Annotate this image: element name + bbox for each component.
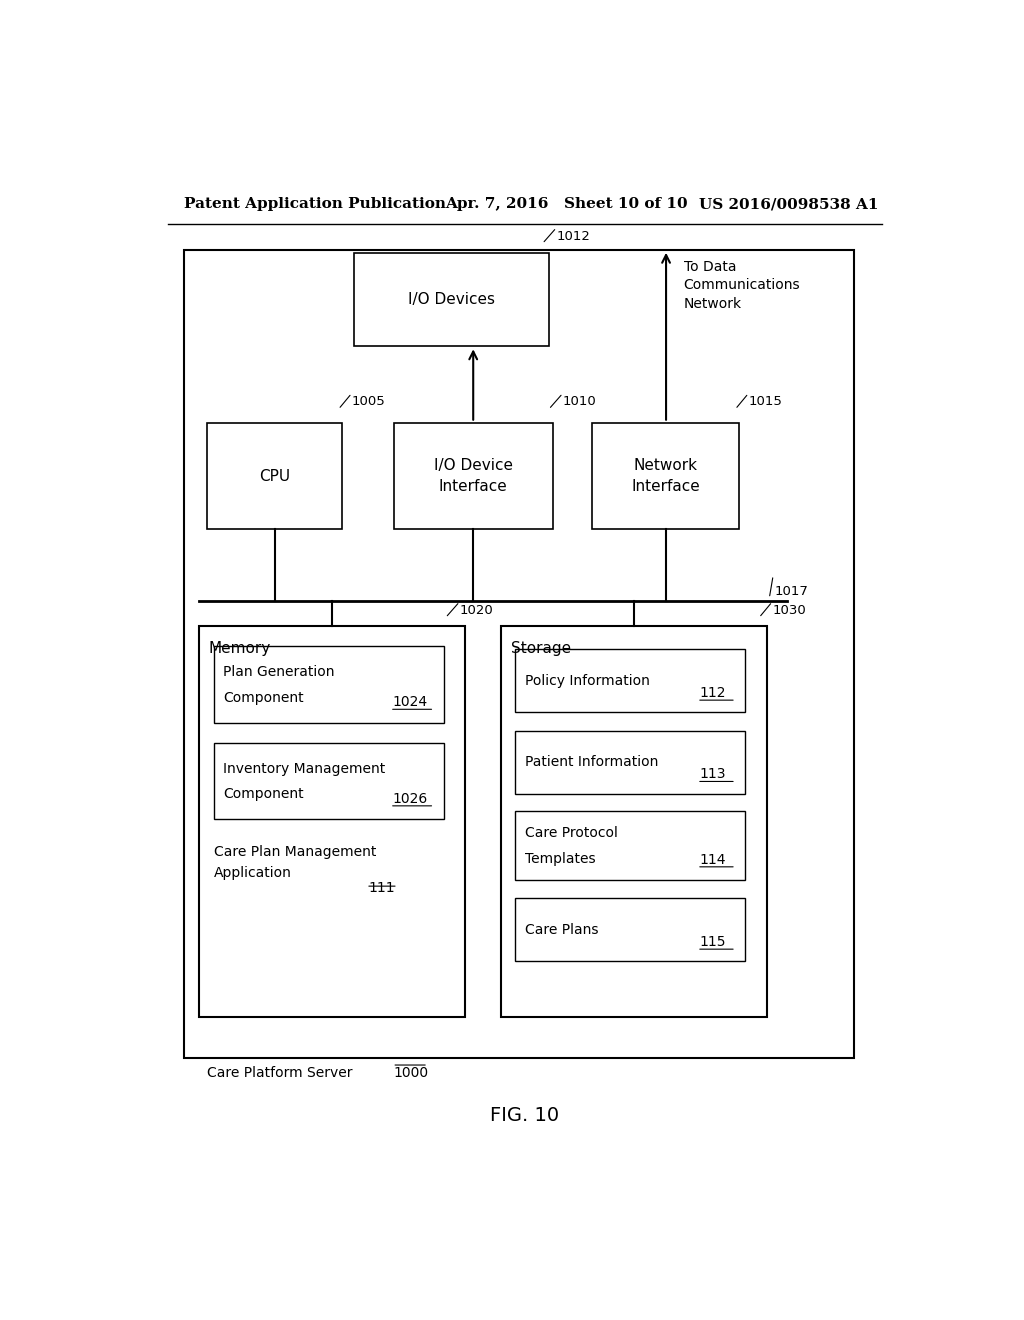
Text: 112: 112 bbox=[699, 686, 726, 700]
Text: Network
Interface: Network Interface bbox=[631, 458, 700, 494]
FancyBboxPatch shape bbox=[200, 626, 465, 1018]
FancyBboxPatch shape bbox=[354, 253, 549, 346]
Text: To Data
Communications
Network: To Data Communications Network bbox=[684, 260, 800, 310]
Text: 113: 113 bbox=[699, 767, 726, 781]
FancyBboxPatch shape bbox=[515, 731, 745, 793]
Text: 1010: 1010 bbox=[563, 396, 597, 408]
Text: Sheet 10 of 10: Sheet 10 of 10 bbox=[564, 197, 688, 211]
Text: FIG. 10: FIG. 10 bbox=[490, 1106, 559, 1126]
Text: 1026: 1026 bbox=[392, 792, 427, 805]
Text: Memory: Memory bbox=[209, 642, 271, 656]
Text: 114: 114 bbox=[699, 853, 726, 867]
FancyBboxPatch shape bbox=[214, 743, 443, 818]
Text: Plan Generation: Plan Generation bbox=[223, 665, 335, 680]
FancyBboxPatch shape bbox=[501, 626, 767, 1018]
Text: Policy Information: Policy Information bbox=[524, 673, 649, 688]
FancyBboxPatch shape bbox=[394, 422, 553, 529]
Text: I/O Devices: I/O Devices bbox=[408, 292, 495, 308]
Text: Patient Information: Patient Information bbox=[524, 755, 658, 770]
Text: Inventory Management: Inventory Management bbox=[223, 762, 385, 776]
FancyBboxPatch shape bbox=[214, 647, 443, 722]
Text: Storage: Storage bbox=[511, 642, 570, 656]
FancyBboxPatch shape bbox=[515, 649, 745, 713]
Text: Care Plans: Care Plans bbox=[524, 923, 598, 937]
FancyBboxPatch shape bbox=[515, 899, 745, 961]
Text: 1012: 1012 bbox=[557, 230, 591, 243]
Text: I/O Device
Interface: I/O Device Interface bbox=[434, 458, 513, 494]
Text: Application: Application bbox=[214, 866, 292, 880]
Text: 1000: 1000 bbox=[394, 1067, 429, 1080]
Text: Care Plan Management: Care Plan Management bbox=[214, 845, 376, 858]
Text: Care Protocol: Care Protocol bbox=[524, 826, 617, 841]
Text: 1030: 1030 bbox=[772, 603, 806, 616]
FancyBboxPatch shape bbox=[515, 810, 745, 880]
Text: 111: 111 bbox=[369, 882, 395, 895]
Text: Component: Component bbox=[223, 690, 304, 705]
Text: 1024: 1024 bbox=[392, 696, 427, 709]
FancyBboxPatch shape bbox=[592, 422, 739, 529]
Text: Apr. 7, 2016: Apr. 7, 2016 bbox=[445, 197, 549, 211]
Text: US 2016/0098538 A1: US 2016/0098538 A1 bbox=[699, 197, 879, 211]
Text: 1020: 1020 bbox=[460, 603, 494, 616]
Text: Care Platform Server: Care Platform Server bbox=[207, 1067, 353, 1080]
FancyBboxPatch shape bbox=[183, 249, 854, 1057]
Text: Templates: Templates bbox=[524, 851, 595, 866]
Text: CPU: CPU bbox=[259, 469, 291, 483]
FancyBboxPatch shape bbox=[207, 422, 342, 529]
Text: 1017: 1017 bbox=[775, 586, 809, 598]
Text: 1005: 1005 bbox=[352, 396, 386, 408]
Text: 1015: 1015 bbox=[749, 396, 782, 408]
Text: Patent Application Publication: Patent Application Publication bbox=[183, 197, 445, 211]
Text: Component: Component bbox=[223, 787, 304, 801]
Text: 115: 115 bbox=[699, 935, 726, 949]
